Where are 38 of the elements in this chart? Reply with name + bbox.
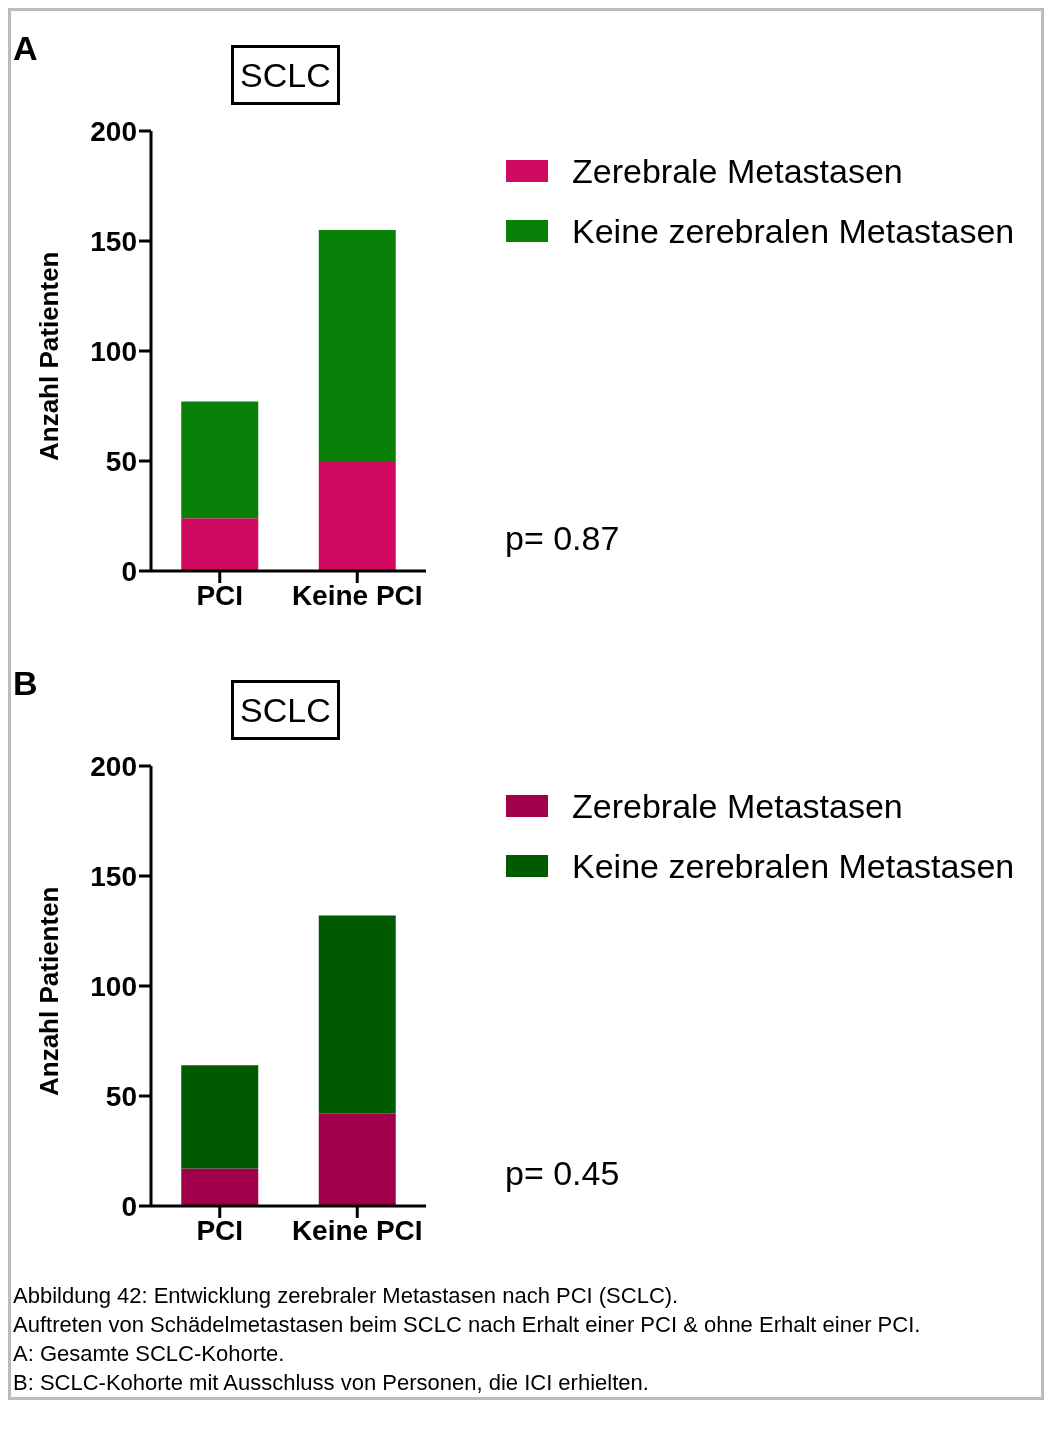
y-tick-label: 200 xyxy=(90,750,137,782)
text: A: Gesamte SCLC-Kohorte. xyxy=(13,1340,286,1368)
legend-label: Zerebrale Metastasen xyxy=(572,786,903,826)
y-tick-label: 100 xyxy=(90,970,137,1002)
text: p= 0.45 xyxy=(505,1154,620,1193)
bar xyxy=(318,461,396,571)
text: B xyxy=(13,664,38,703)
x-tick-label: PCI xyxy=(196,1214,244,1246)
chart-title: SCLC xyxy=(231,680,340,740)
y-tick-label: 0 xyxy=(121,1190,137,1222)
text: A xyxy=(13,29,38,68)
text: Auftreten von Schädelmetastasen beim SCLC nach Erhalt einer PCI & ohne Erhalt einer PCI. xyxy=(13,1311,922,1339)
legend-label: Keine zerebralen Metastasen xyxy=(572,846,1015,886)
chart-title: SCLC xyxy=(231,45,340,105)
legend-label: Zerebrale Metastasen xyxy=(572,151,903,191)
bar xyxy=(181,1168,259,1206)
y-tick-label: 50 xyxy=(105,1080,137,1112)
bar xyxy=(318,915,396,1114)
legend-label: Keine zerebralen Metastasen xyxy=(572,211,1015,251)
x-tick-label: PCI xyxy=(196,579,244,611)
text: Abbildung 42: Entwicklung zerebraler Metastasen nach PCI (SCLC). xyxy=(13,1282,680,1310)
bar xyxy=(181,1065,259,1169)
y-tick-label: 50 xyxy=(105,445,137,477)
y-axis-title: Anzahl Patienten xyxy=(34,251,65,461)
y-tick-label: 0 xyxy=(121,555,137,587)
x-tick-label: Keine PCI xyxy=(291,1214,423,1246)
text: p= 0.87 xyxy=(505,519,620,558)
y-tick-label: 150 xyxy=(90,225,137,257)
bar xyxy=(181,401,259,519)
y-tick-label: 100 xyxy=(90,335,137,367)
x-tick-label: Keine PCI xyxy=(291,579,423,611)
bar xyxy=(181,518,259,571)
y-tick-label: 200 xyxy=(90,115,137,147)
bar xyxy=(318,1113,396,1206)
bar xyxy=(318,230,396,461)
text: B: SCLC-Kohorte mit Ausschluss von Personen, die ICI erhielten. xyxy=(13,1369,650,1397)
y-tick-label: 150 xyxy=(90,860,137,892)
y-axis-title: Anzahl Patienten xyxy=(34,886,65,1096)
